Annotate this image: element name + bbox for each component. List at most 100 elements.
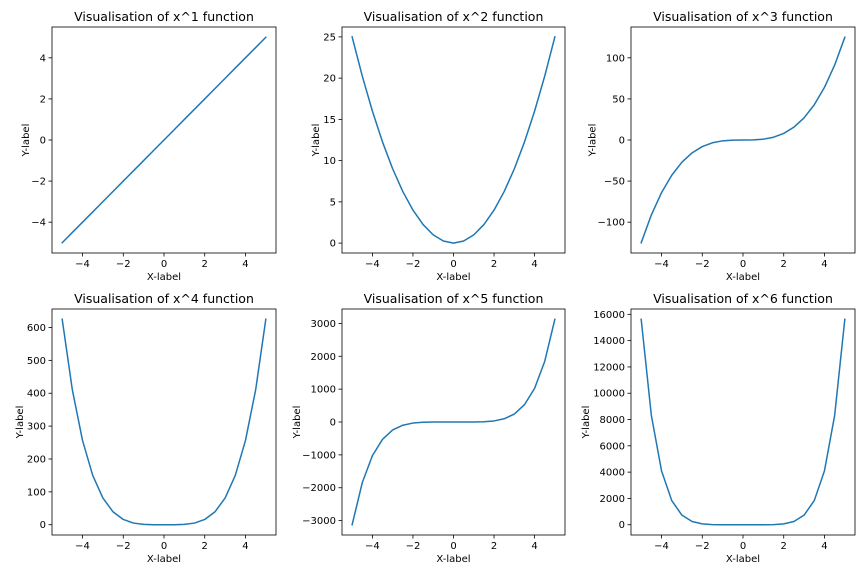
y-tick-label: 6000 bbox=[600, 441, 625, 452]
y-tick-label: −4 bbox=[31, 218, 46, 229]
y-tick-label: 400 bbox=[27, 389, 46, 400]
y-tick-label: −1000 bbox=[302, 450, 336, 461]
x-tick-label: −2 bbox=[116, 259, 131, 270]
x-tick-label: −4 bbox=[75, 259, 90, 270]
y-tick-label: 0 bbox=[330, 418, 336, 429]
x-tick-label: 2 bbox=[491, 259, 497, 270]
x-tick-label: 4 bbox=[531, 541, 537, 552]
y-tick-label: 20 bbox=[323, 74, 336, 85]
x-axis-label: X-label bbox=[436, 554, 470, 565]
y-tick-label: 50 bbox=[612, 94, 625, 105]
y-tick-label: 4 bbox=[40, 53, 46, 64]
x-tick-label: 4 bbox=[821, 259, 827, 270]
series-line bbox=[351, 318, 556, 526]
subplot-5: Visualisation of x^5 function −4 −2 0 2 4 −300… bbox=[292, 291, 566, 565]
y-tick-label: 300 bbox=[27, 422, 46, 433]
subplot-4: Visualisation of x^4 function −4 −2 0 2 4 0 100… bbox=[15, 291, 277, 565]
series-line bbox=[351, 35, 556, 244]
subplot-1: Visualisation of x^1 function −4 −2 0 2 4 −4 −2… bbox=[21, 9, 277, 283]
y-tick-label: −2000 bbox=[302, 483, 336, 494]
x-axis-label: X-label bbox=[436, 272, 470, 283]
x-tick-label: 4 bbox=[821, 541, 827, 552]
x-tick-label: −2 bbox=[695, 259, 710, 270]
x-tick-label: 4 bbox=[242, 259, 248, 270]
x-tick-label: −2 bbox=[406, 541, 421, 552]
y-tick-label: 0 bbox=[619, 136, 625, 147]
x-tick-label: 2 bbox=[781, 259, 787, 270]
y-axis-label: Y-label bbox=[15, 406, 26, 440]
x-axis-label: X-label bbox=[147, 272, 181, 283]
x-tick-label: 0 bbox=[161, 259, 167, 270]
chart-title: Visualisation of x^5 function bbox=[364, 291, 544, 306]
x-tick-label: −2 bbox=[695, 541, 710, 552]
y-tick-label: 10000 bbox=[593, 389, 625, 400]
x-tick-label: −4 bbox=[654, 541, 669, 552]
y-tick-label: 100 bbox=[606, 53, 625, 64]
x-tick-label: 2 bbox=[491, 541, 497, 552]
x-tick-label: 0 bbox=[161, 541, 167, 552]
series-line bbox=[640, 36, 846, 244]
x-axis-label: X-label bbox=[726, 554, 760, 565]
y-tick-label: −3000 bbox=[302, 516, 336, 527]
y-tick-label: 16000 bbox=[593, 310, 625, 321]
x-tick-label: −4 bbox=[365, 541, 380, 552]
y-tick-label: 0 bbox=[330, 239, 336, 250]
y-tick-label: −2 bbox=[31, 177, 46, 188]
x-axis-label: X-label bbox=[726, 272, 760, 283]
x-tick-label: 4 bbox=[531, 259, 537, 270]
chart-title: Visualisation of x^3 function bbox=[653, 9, 833, 24]
x-tick-label: −4 bbox=[365, 259, 380, 270]
x-tick-label: 4 bbox=[242, 541, 248, 552]
y-tick-label: 15 bbox=[323, 115, 336, 126]
y-axis-label: Y-label bbox=[21, 124, 32, 158]
y-tick-label: −50 bbox=[604, 177, 625, 188]
y-tick-label: 0 bbox=[40, 520, 46, 531]
x-tick-label: −2 bbox=[116, 541, 131, 552]
y-tick-label: 5 bbox=[330, 197, 336, 208]
y-tick-label: 600 bbox=[27, 323, 46, 334]
y-tick-label: −100 bbox=[598, 218, 625, 229]
series-line bbox=[640, 318, 846, 526]
y-tick-label: 25 bbox=[323, 32, 336, 43]
subplot-2: Visualisation of x^2 function −4 −2 0 2 4 0 5 10… bbox=[311, 9, 566, 283]
x-tick-label: 0 bbox=[450, 259, 456, 270]
y-tick-label: 200 bbox=[27, 454, 46, 465]
subplot-grid: Visualisation of x^1 function −4 −2 0 2 4 −4 −2… bbox=[15, 9, 856, 565]
y-tick-label: 4000 bbox=[600, 468, 625, 479]
x-tick-label: 2 bbox=[202, 541, 208, 552]
x-tick-label: −4 bbox=[75, 541, 90, 552]
y-tick-label: 14000 bbox=[593, 336, 625, 347]
y-tick-label: 100 bbox=[27, 487, 46, 498]
x-axis-label: X-label bbox=[147, 554, 181, 565]
x-tick-label: 0 bbox=[450, 541, 456, 552]
subplot-6: Visualisation of x^6 function −4 −2 0 2 4 0 200… bbox=[581, 291, 856, 565]
y-tick-label: 0 bbox=[619, 520, 625, 531]
y-tick-label: 12000 bbox=[593, 362, 625, 373]
y-tick-label: 10 bbox=[323, 156, 336, 167]
y-tick-label: 2000 bbox=[600, 494, 625, 505]
x-tick-label: 2 bbox=[781, 541, 787, 552]
subplot-3: Visualisation of x^3 function −4 −2 0 2 4 −100… bbox=[587, 9, 856, 283]
y-axis-label: Y-label bbox=[292, 406, 303, 440]
y-tick-label: 500 bbox=[27, 356, 46, 367]
x-tick-label: 2 bbox=[202, 259, 208, 270]
y-axis-label: Y-label bbox=[311, 124, 322, 158]
x-tick-label: 0 bbox=[740, 259, 746, 270]
x-tick-label: −4 bbox=[654, 259, 669, 270]
x-tick-label: 0 bbox=[740, 541, 746, 552]
chart-title: Visualisation of x^1 function bbox=[74, 9, 254, 24]
series-line bbox=[61, 318, 267, 526]
y-tick-label: 8000 bbox=[600, 415, 625, 426]
y-tick-label: 1000 bbox=[311, 385, 336, 396]
series-line bbox=[61, 36, 267, 244]
y-tick-label: 2000 bbox=[311, 352, 336, 363]
chart-title: Visualisation of x^2 function bbox=[364, 9, 544, 24]
y-tick-label: 0 bbox=[40, 136, 46, 147]
y-tick-label: 3000 bbox=[311, 319, 336, 330]
y-axis-label: Y-label bbox=[581, 406, 592, 440]
chart-title: Visualisation of x^6 function bbox=[653, 291, 833, 306]
x-tick-label: −2 bbox=[406, 259, 421, 270]
y-tick-label: 2 bbox=[40, 94, 46, 105]
